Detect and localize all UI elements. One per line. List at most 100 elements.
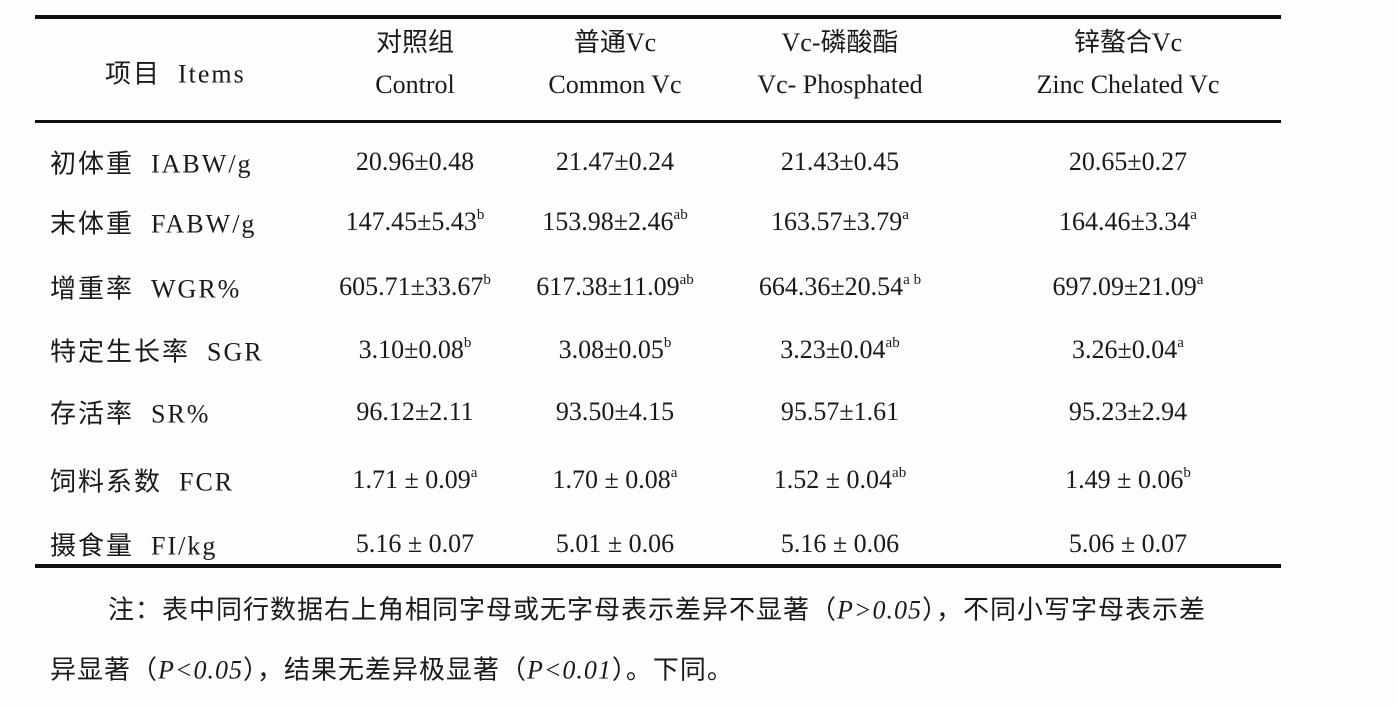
row-label: 饲料系数 FCR bbox=[50, 467, 235, 497]
cell: 3.23±0.04ab bbox=[780, 335, 899, 365]
cell-value: 664.36±20.54 bbox=[758, 272, 904, 301]
cell: 617.38±11.09ab bbox=[536, 272, 693, 302]
cell-superscript: b bbox=[1183, 465, 1191, 481]
note-text: ），不同小写字母表示差 bbox=[921, 595, 1206, 625]
note-line: 注：表中同行数据右上角相同字母或无字母表示差异不显著（P>0.05），不同小写字… bbox=[108, 590, 1206, 627]
cell: 95.57±1.61 bbox=[781, 397, 899, 427]
cell-value: 96.12±2.11 bbox=[356, 397, 474, 426]
cell-superscript: a bbox=[902, 207, 909, 223]
cell: 21.47±0.24 bbox=[556, 147, 674, 177]
note-text: 异显著（ bbox=[50, 655, 159, 685]
column-header-line: Vc- Phosphated bbox=[757, 70, 923, 99]
note-text: ），结果无差异极显著（ bbox=[242, 655, 527, 685]
column-header: Vc-磷酸酯 Vc- Phosphated bbox=[757, 22, 922, 106]
cell: 3.26±0.04a bbox=[1072, 335, 1184, 365]
column-header: 普通Vc Common Vc bbox=[548, 22, 681, 106]
cell-value: 1.49 ± 0.06 bbox=[1065, 465, 1184, 494]
cell: 1.52 ± 0.04ab bbox=[774, 465, 906, 495]
cell-value: 93.50±4.15 bbox=[555, 397, 675, 426]
cell-superscript: b bbox=[476, 207, 485, 223]
cell: 697.09±21.09a bbox=[1053, 272, 1204, 302]
column-header-line: 普通Vc bbox=[573, 28, 657, 57]
column-header-line: Zinc Chelated Vc bbox=[1036, 70, 1220, 99]
cell-value: 3.10±0.08 bbox=[358, 335, 464, 364]
cell: 664.36±20.54a b bbox=[759, 272, 921, 302]
cell: 21.43±0.45 bbox=[781, 147, 899, 177]
cell-superscript: a bbox=[470, 465, 478, 481]
cell: 147.45±5.43b bbox=[346, 207, 485, 237]
column-header-line: Control bbox=[375, 70, 455, 99]
row-label: 存活率 SR% bbox=[50, 399, 211, 429]
cell: 95.23±2.94 bbox=[1069, 397, 1187, 427]
cell: 1.70 ± 0.08a bbox=[553, 465, 678, 495]
cell-superscript: a bbox=[1190, 207, 1197, 223]
items-header: 项目 Items bbox=[105, 59, 246, 89]
cell-value: 3.26±0.04 bbox=[1072, 335, 1178, 364]
note-line: 异显著（P<0.05），结果无差异极显著（P<0.01）。下同。 bbox=[50, 650, 734, 687]
note-text: 注：表中同行数据右上角相同字母或无字母表示差异不显著（ bbox=[108, 595, 838, 625]
cell: 1.49 ± 0.06b bbox=[1065, 465, 1191, 495]
row-label: 特定生长率 SGR bbox=[50, 337, 264, 367]
row-label: 摄食量 FI/kg bbox=[50, 531, 218, 561]
cell: 96.12±2.11 bbox=[356, 397, 473, 427]
cell-superscript: ab bbox=[679, 272, 694, 288]
cell-superscript: b bbox=[463, 335, 472, 351]
cell: 5.16 ± 0.07 bbox=[356, 529, 474, 559]
cell: 20.65±0.27 bbox=[1069, 147, 1187, 177]
cell: 3.10±0.08b bbox=[359, 335, 472, 365]
cell-value: 1.70 ± 0.08 bbox=[552, 465, 671, 494]
column-header-line: Vc-磷酸酯 bbox=[781, 28, 899, 57]
cell-value: 95.23±2.94 bbox=[1068, 397, 1188, 426]
cell-value: 1.52 ± 0.04 bbox=[773, 465, 893, 494]
cell-superscript: ab bbox=[673, 207, 688, 223]
cell-value: 20.65±0.27 bbox=[1068, 147, 1188, 176]
cell: 164.46±3.34a bbox=[1059, 207, 1197, 237]
cell: 163.57±3.79a bbox=[771, 207, 909, 237]
cell-superscript: b bbox=[663, 335, 672, 351]
cell-value: 21.47±0.24 bbox=[555, 147, 675, 176]
cell-value: 21.43±0.45 bbox=[780, 147, 900, 176]
top-rule bbox=[35, 15, 1281, 19]
cell-value: 617.38±11.09 bbox=[536, 272, 680, 301]
cell: 5.06 ± 0.07 bbox=[1069, 529, 1187, 559]
column-header: 对照组 Control bbox=[375, 22, 454, 106]
cell-superscript: a bbox=[670, 465, 678, 481]
cell: 5.01 ± 0.06 bbox=[556, 529, 674, 559]
cell-value: 697.09±21.09 bbox=[1052, 272, 1197, 301]
cell-value: 1.71 ± 0.09 bbox=[352, 465, 471, 494]
cell: 93.50±4.15 bbox=[556, 397, 674, 427]
cell: 1.71 ± 0.09a bbox=[353, 465, 478, 495]
note-text: P<0.01 bbox=[526, 655, 612, 685]
cell: 5.16 ± 0.06 bbox=[781, 529, 899, 559]
note-text: P>0.05 bbox=[837, 595, 922, 625]
cell-value: 5.16 ± 0.07 bbox=[355, 529, 475, 558]
note-text: ）。下同。 bbox=[611, 655, 734, 685]
cell-value: 147.45±5.43 bbox=[345, 207, 477, 236]
row-label: 增重率 WGR% bbox=[50, 274, 242, 304]
cell: 3.08±0.05b bbox=[559, 335, 672, 365]
cell-superscript: ab bbox=[892, 465, 907, 481]
cell-value: 164.46±3.34 bbox=[1059, 207, 1191, 236]
cell-value: 605.71±33.67 bbox=[339, 272, 484, 301]
bottom-rule bbox=[35, 564, 1281, 568]
cell-value: 153.98±2.46 bbox=[542, 207, 674, 236]
cell-superscript: ab bbox=[885, 335, 900, 351]
cell: 20.96±0.48 bbox=[356, 147, 474, 177]
cell-value: 163.57±3.79 bbox=[771, 207, 903, 236]
cell: 605.71±33.67b bbox=[339, 272, 491, 302]
cell-superscript: a bbox=[1177, 335, 1184, 351]
row-label: 初体重 IABW/g bbox=[50, 149, 253, 179]
column-header: 锌螯合Vc Zinc Chelated Vc bbox=[1037, 22, 1220, 106]
note-text: P<0.05 bbox=[158, 655, 243, 685]
cell-value: 5.16 ± 0.06 bbox=[780, 529, 900, 558]
cell-superscript: b bbox=[483, 272, 491, 288]
cell-value: 3.23±0.04 bbox=[780, 335, 886, 364]
cell-value: 20.96±0.48 bbox=[355, 147, 475, 176]
column-header-line: Common Vc bbox=[548, 70, 682, 99]
cell: 153.98±2.46ab bbox=[542, 207, 687, 237]
cell-value: 5.06 ± 0.07 bbox=[1068, 529, 1188, 558]
header-rule bbox=[35, 120, 1281, 123]
column-header-line: 锌螯合Vc bbox=[1073, 28, 1183, 57]
row-label: 末体重 FABW/g bbox=[50, 209, 257, 239]
